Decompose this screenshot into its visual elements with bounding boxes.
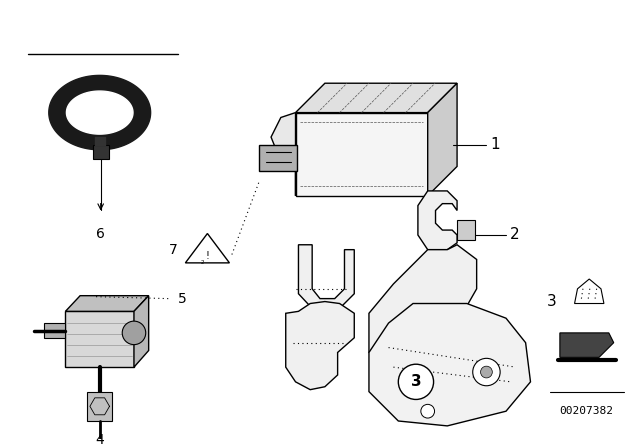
Polygon shape <box>65 311 134 367</box>
Polygon shape <box>369 303 531 426</box>
Text: 1: 1 <box>490 138 500 152</box>
Text: 7: 7 <box>170 243 178 257</box>
Polygon shape <box>186 233 229 263</box>
Polygon shape <box>93 145 109 159</box>
Text: 4: 4 <box>95 433 104 447</box>
Polygon shape <box>418 191 457 250</box>
Polygon shape <box>298 245 355 311</box>
Text: 3: 3 <box>547 294 557 309</box>
Polygon shape <box>369 245 477 362</box>
Polygon shape <box>259 145 296 171</box>
Polygon shape <box>49 75 150 150</box>
Polygon shape <box>285 302 355 390</box>
Circle shape <box>398 364 433 400</box>
Polygon shape <box>296 112 428 196</box>
Polygon shape <box>134 296 148 367</box>
Text: !: ! <box>205 250 209 261</box>
Text: 2: 2 <box>510 228 520 242</box>
Circle shape <box>481 366 492 378</box>
Circle shape <box>421 405 435 418</box>
Circle shape <box>122 321 146 345</box>
Polygon shape <box>575 279 604 303</box>
Text: 5: 5 <box>178 292 187 306</box>
Text: 3: 3 <box>411 375 421 389</box>
Polygon shape <box>296 83 457 112</box>
Polygon shape <box>65 296 148 311</box>
Polygon shape <box>428 83 457 196</box>
Polygon shape <box>271 112 296 196</box>
Polygon shape <box>560 333 614 358</box>
Circle shape <box>473 358 500 386</box>
Polygon shape <box>87 392 113 421</box>
Polygon shape <box>44 323 65 338</box>
Text: 2: 2 <box>201 260 204 265</box>
Polygon shape <box>67 91 133 134</box>
Polygon shape <box>457 220 475 240</box>
Text: 00207382: 00207382 <box>559 406 613 416</box>
Text: 6: 6 <box>96 227 105 241</box>
